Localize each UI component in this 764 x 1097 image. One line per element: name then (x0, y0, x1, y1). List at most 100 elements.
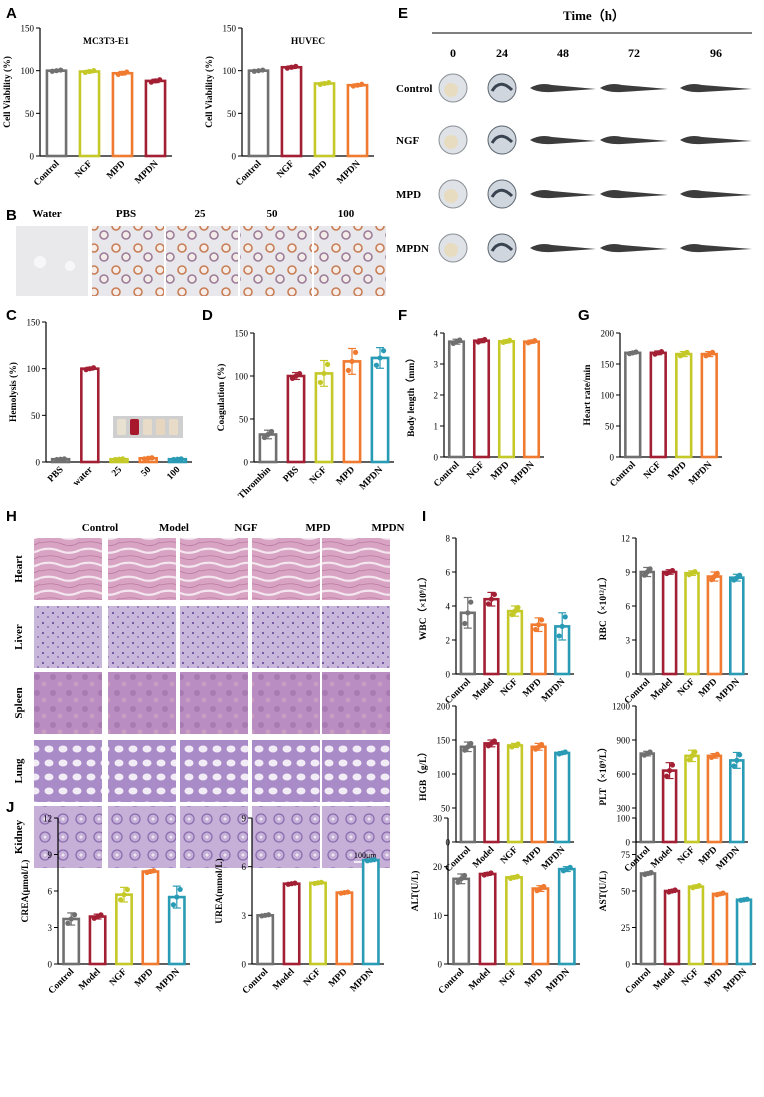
data-point (664, 773, 670, 779)
data-point (515, 604, 521, 611)
y-axis-label: HGB（g/L） (417, 747, 429, 801)
data-point (491, 738, 498, 744)
data-point (696, 882, 702, 889)
data-point (151, 868, 157, 874)
data-point (556, 633, 562, 639)
data-point (350, 83, 356, 89)
micrograph-50 (240, 226, 312, 296)
embryo-body (490, 242, 514, 252)
histology-image (108, 606, 176, 668)
y-tick-label: 150 (601, 360, 615, 370)
x-tick-label: NGF (642, 460, 663, 481)
y-tick-label: 30 (433, 814, 443, 824)
x-tick-label: MPDN (335, 159, 362, 186)
data-point (720, 890, 726, 896)
y-tick-label: 1 (434, 422, 439, 432)
data-point (124, 69, 130, 75)
data-point (532, 337, 538, 344)
larva-48h (530, 244, 596, 253)
bar (639, 752, 655, 844)
bar (506, 609, 524, 676)
chart-d: 0 50 100 150 Coagulation (%) Thrombin PBS NGF MP… (216, 329, 394, 501)
y-tick-label: 6 (48, 887, 53, 897)
bar (111, 71, 134, 158)
time-label: 72 (628, 46, 640, 60)
x-tick-label: Control (624, 967, 654, 997)
x-tick-label: Model (649, 845, 675, 871)
yolk (444, 135, 458, 149)
data-point (90, 365, 97, 371)
y-axis-label: CREA(μmol/L) (20, 860, 31, 923)
panel-b-label: 25 (195, 208, 207, 220)
x-tick-label: MPDN (715, 845, 742, 872)
y-tick-label: 150 (437, 736, 451, 746)
data-point (321, 370, 327, 377)
y-tick-label: 50 (25, 109, 35, 119)
x-tick-label: MPDN (722, 967, 749, 994)
embryo-24h (487, 233, 517, 263)
y-tick-label: 4 (434, 329, 439, 339)
histology-image (108, 538, 176, 600)
bar (115, 893, 133, 966)
y-tick-label: 0 (626, 838, 631, 848)
data-point (373, 362, 380, 368)
data-point (317, 81, 323, 87)
x-tick-label: Model (471, 677, 497, 703)
data-point (345, 889, 351, 895)
yolk (444, 189, 458, 203)
data-point (149, 455, 155, 461)
embryo-body (490, 82, 514, 92)
yolk (444, 243, 458, 257)
chart-title: MC3T3-E1 (83, 37, 129, 47)
data-point (512, 608, 518, 614)
x-tick-label: water (71, 465, 95, 489)
y-tick-label: 200 (601, 329, 615, 339)
x-tick-label: MPD (335, 465, 357, 487)
data-point (120, 456, 126, 462)
bar (88, 915, 107, 966)
y-tick-label: 150 (235, 329, 249, 339)
bar (700, 352, 718, 459)
data-point (68, 916, 74, 922)
histology-image (180, 538, 248, 600)
data-point (482, 336, 488, 343)
chart-a2: 0 50 100 150 Cell Viability (%) HUVEC Control N… (204, 24, 374, 188)
larva-96h (680, 136, 752, 145)
x-tick-label: NGF (108, 967, 129, 988)
x-tick-label: NGF (465, 460, 486, 481)
data-point (465, 610, 471, 616)
x-tick-label: MPDN (349, 967, 376, 994)
zebrafish-row-label: NGF (396, 135, 420, 147)
y-tick-label: 3 (242, 911, 247, 921)
y-axis-label: Body length（mm） (405, 353, 417, 437)
data-point (174, 456, 180, 462)
scale-bar-label: 100μm (354, 851, 377, 860)
histology-row-label: Kidney (13, 819, 25, 854)
bar (706, 754, 723, 844)
bar (342, 360, 362, 464)
data-point (326, 79, 332, 86)
y-tick-label: 3 (48, 923, 53, 933)
histology-image (180, 806, 248, 868)
data-point (152, 78, 159, 84)
x-tick-label: NGF (676, 677, 697, 698)
embryo-body (490, 188, 514, 198)
histology-column-label: Control (82, 522, 118, 534)
histology-column-label: NGF (234, 522, 258, 534)
x-tick-label: Model (471, 845, 497, 871)
bar (624, 351, 642, 459)
x-tick-label: MPDN (540, 677, 567, 704)
y-tick-label: 20 (433, 862, 443, 872)
histology-row-label: Spleen (13, 687, 25, 718)
y-tick-label: 50 (441, 804, 451, 814)
data-point (507, 337, 513, 343)
bar (661, 570, 678, 676)
bar (144, 79, 167, 158)
bar (478, 872, 497, 966)
y-axis-label: Cell Viability (%) (2, 56, 13, 128)
data-point (124, 886, 130, 893)
bar (684, 571, 700, 676)
x-tick-label: Control (609, 460, 639, 490)
panel-b-label: PBS (116, 208, 136, 220)
bar (361, 858, 380, 966)
